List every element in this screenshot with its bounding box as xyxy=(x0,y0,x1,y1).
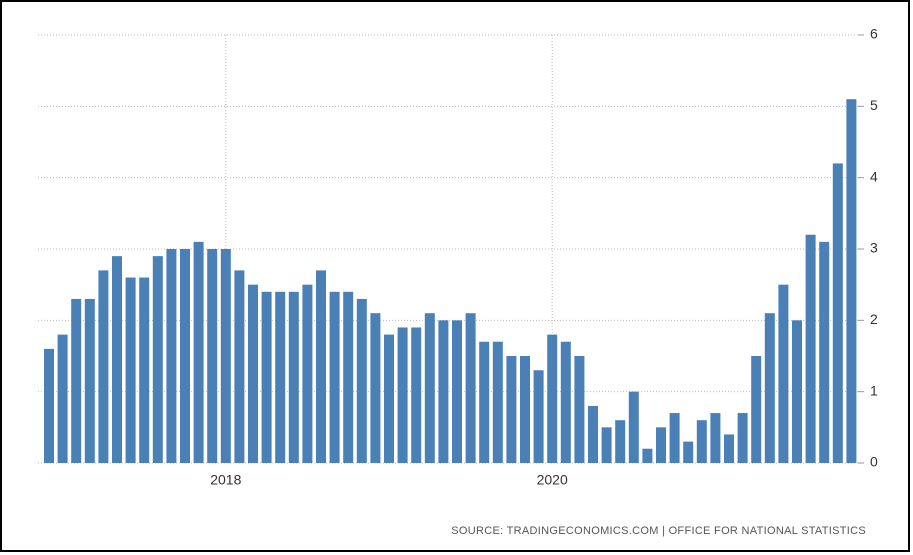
bar xyxy=(343,291,354,463)
bar xyxy=(57,334,68,463)
bar xyxy=(601,427,612,463)
bar xyxy=(71,298,82,463)
bar xyxy=(520,356,530,463)
bar xyxy=(832,163,843,463)
bar xyxy=(329,291,340,463)
bar xyxy=(479,341,490,463)
bar xyxy=(492,341,503,463)
bar xyxy=(220,249,231,463)
bar xyxy=(656,427,666,463)
y-tick-label: 2 xyxy=(870,311,878,327)
bar xyxy=(560,341,571,463)
bar xyxy=(438,320,449,463)
bar xyxy=(356,298,367,463)
y-tick-label: 5 xyxy=(870,97,878,113)
bar xyxy=(370,313,381,463)
bar xyxy=(207,249,218,463)
bar xyxy=(275,291,286,463)
bar xyxy=(288,291,299,463)
bar xyxy=(615,420,626,463)
bar xyxy=(465,313,476,463)
bar xyxy=(316,270,326,463)
bar xyxy=(411,327,422,463)
bar xyxy=(234,270,245,463)
bar xyxy=(819,241,830,463)
bar xyxy=(764,313,775,463)
y-tick-label: 1 xyxy=(870,382,878,398)
bar xyxy=(384,334,394,463)
y-tick-label: 4 xyxy=(870,168,878,184)
bar xyxy=(628,391,639,463)
bar xyxy=(248,284,258,463)
bar xyxy=(193,241,204,463)
bar xyxy=(166,249,177,463)
bar xyxy=(152,256,163,463)
bar xyxy=(424,313,435,463)
y-tick-label: 6 xyxy=(870,26,878,42)
bar xyxy=(125,277,136,463)
bar xyxy=(588,405,598,463)
bar xyxy=(139,277,150,463)
bar xyxy=(397,327,408,463)
bar xyxy=(452,320,462,463)
source: SOURCE: TRADINGECONOMICS.COM | OFFICE FO… xyxy=(451,525,866,537)
bar xyxy=(112,256,122,463)
x-tick-label: 2018 xyxy=(210,472,241,488)
bar xyxy=(846,99,857,463)
bar xyxy=(574,356,585,463)
bar xyxy=(710,413,721,463)
bar xyxy=(44,348,54,463)
bar xyxy=(533,370,544,463)
bar xyxy=(261,291,272,463)
bar xyxy=(84,298,95,463)
x-tick-label: 2020 xyxy=(537,472,568,488)
bar xyxy=(683,441,694,463)
bar xyxy=(180,249,190,463)
bar xyxy=(506,356,517,463)
bar xyxy=(724,434,734,463)
bar xyxy=(302,284,313,463)
bar xyxy=(98,270,109,463)
bar xyxy=(805,234,816,463)
y-tick-label: 3 xyxy=(870,240,878,256)
bar xyxy=(737,413,748,463)
bar xyxy=(669,413,680,463)
bar xyxy=(751,356,762,463)
bar xyxy=(696,420,707,463)
bar xyxy=(642,448,653,463)
bar xyxy=(547,334,558,463)
bar xyxy=(792,320,802,463)
y-tick-label: 0 xyxy=(870,454,878,470)
bar xyxy=(778,284,789,463)
